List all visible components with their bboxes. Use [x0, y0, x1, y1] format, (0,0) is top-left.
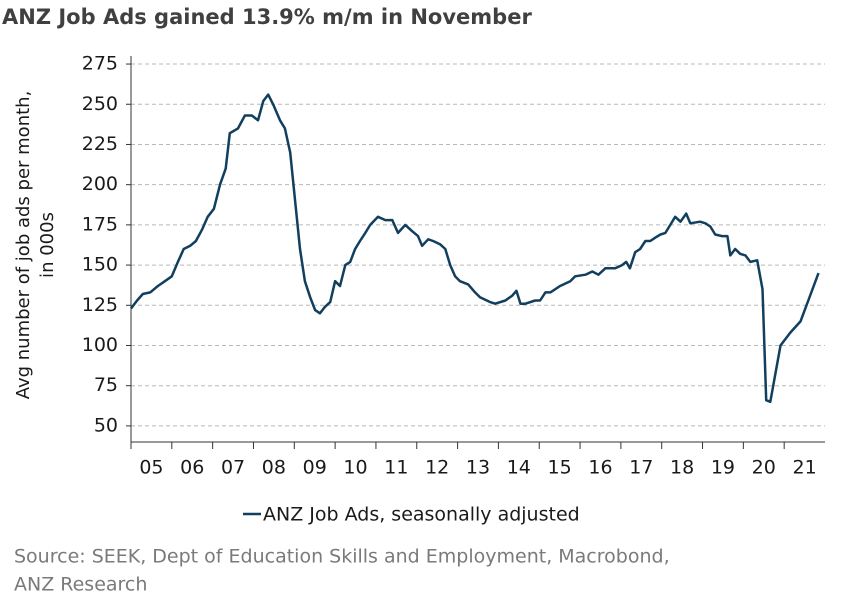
legend-label: ANZ Job Ads, seasonally adjusted — [263, 504, 580, 526]
x-tick-label: 21 — [792, 457, 816, 479]
y-tick-label: 225 — [82, 133, 118, 155]
x-tick-label: 05 — [139, 457, 163, 479]
series-line — [130, 93, 820, 404]
y-tick-label: 275 — [82, 53, 118, 75]
x-tick-label: 07 — [221, 457, 245, 479]
x-tick-label: 18 — [670, 457, 694, 479]
x-tick-label: 12 — [425, 457, 449, 479]
x-tick-label: 19 — [711, 457, 735, 479]
y-tick-label: 100 — [82, 334, 118, 356]
y-tick-label: 250 — [82, 93, 118, 115]
y-tick-label: 175 — [82, 213, 118, 235]
x-tick-label: 08 — [262, 457, 286, 479]
x-tick-label: 16 — [588, 457, 612, 479]
y-tick-label: 125 — [82, 294, 118, 316]
x-tick-label: 17 — [629, 457, 653, 479]
x-tick-label: 09 — [303, 457, 327, 479]
x-tick-label: 20 — [752, 457, 776, 479]
x-tick-label: 10 — [343, 457, 367, 479]
x-tick-label: 15 — [548, 457, 572, 479]
source-line: Source: SEEK, Dept of Education Skills a… — [14, 546, 670, 568]
y-tick-label: 200 — [82, 173, 118, 195]
y-axis-title: Avg number of job ads per month, in 000s — [13, 91, 58, 400]
y-label-line: in 000s — [37, 212, 58, 278]
y-label-line: Avg number of job ads per month, — [13, 91, 34, 400]
source-line: ANZ Research — [14, 574, 147, 596]
x-tick-label: 13 — [466, 457, 490, 479]
x-tick-label: 14 — [507, 457, 531, 479]
y-tick-label: 150 — [82, 254, 118, 276]
y-tick-label: 50 — [94, 414, 118, 436]
x-tick-label: 11 — [384, 457, 408, 479]
y-tick-label: 75 — [94, 374, 118, 396]
x-tick-label: 06 — [180, 457, 204, 479]
chart-title: ANZ Job Ads gained 13.9% m/m in November — [2, 5, 532, 29]
